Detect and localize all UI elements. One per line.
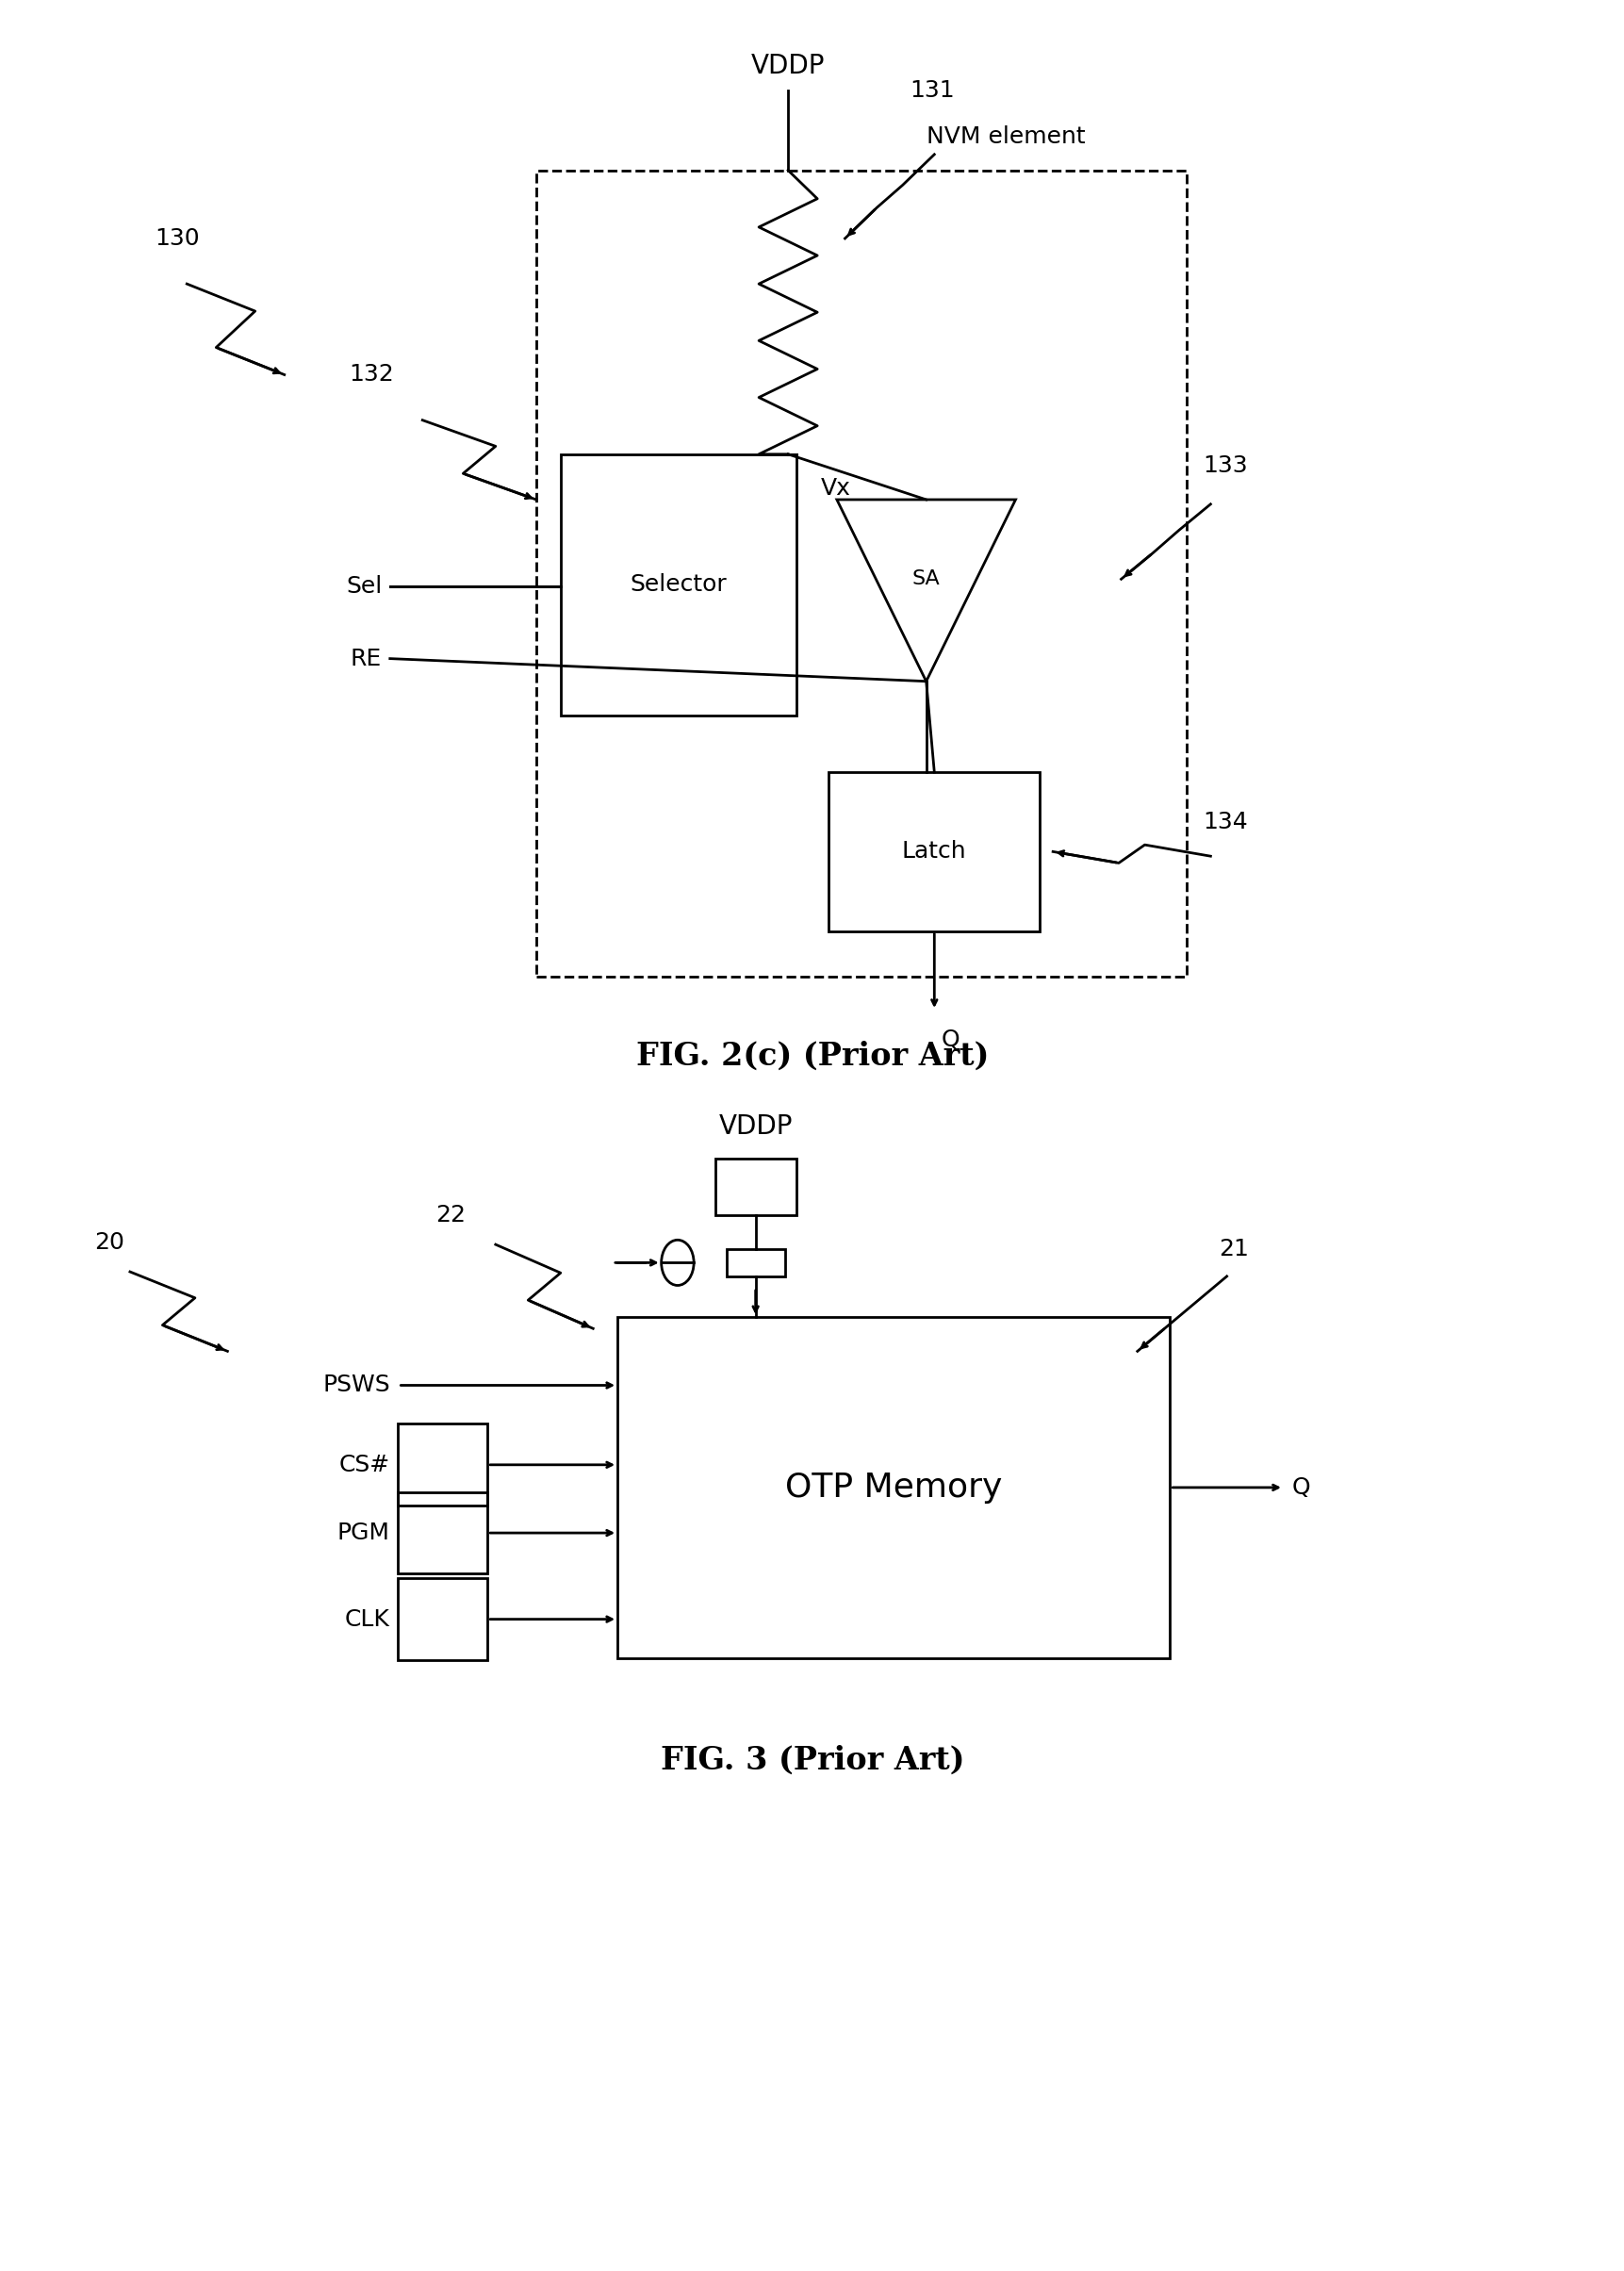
Text: 22: 22 [435, 1204, 466, 1226]
Text: PGM: PGM [338, 1522, 390, 1544]
Text: Selector: Selector [630, 575, 726, 595]
Text: VDDP: VDDP [750, 52, 825, 79]
Bar [715, 1158, 796, 1215]
Bar [398, 1424, 487, 1506]
Text: OTP Memory: OTP Memory [784, 1472, 1002, 1503]
Bar [617, 1317, 1169, 1658]
Text: FIG. 2(c) (Prior Art): FIG. 2(c) (Prior Art) [635, 1040, 989, 1072]
Bar [398, 1578, 487, 1660]
Bar [726, 1249, 784, 1276]
Text: 131: 131 [909, 79, 955, 102]
Text: Q: Q [940, 1029, 960, 1051]
Bar [828, 772, 1039, 931]
Text: 130: 130 [154, 227, 200, 250]
Text: VDDP: VDDP [718, 1113, 793, 1140]
Text: CLK: CLK [344, 1608, 390, 1631]
Text: 20: 20 [94, 1231, 123, 1254]
Text: 133: 133 [1202, 454, 1247, 477]
Text: SA: SA [911, 570, 940, 588]
Bar [398, 1492, 487, 1574]
Text: Sel: Sel [346, 575, 382, 597]
Text: NVM element: NVM element [926, 125, 1085, 148]
Text: Q: Q [1291, 1476, 1309, 1499]
Text: PSWS: PSWS [322, 1374, 390, 1397]
Bar [536, 170, 1186, 977]
Text: 21: 21 [1218, 1238, 1247, 1260]
Text: Latch: Latch [901, 840, 966, 863]
Text: Vx: Vx [820, 477, 849, 500]
Text: RE: RE [351, 647, 382, 670]
Text: 134: 134 [1202, 811, 1247, 833]
Bar [560, 454, 796, 715]
Text: FIG. 3 (Prior Art): FIG. 3 (Prior Art) [659, 1744, 965, 1776]
Text: 132: 132 [349, 363, 395, 386]
Text: CS#: CS# [339, 1453, 390, 1476]
